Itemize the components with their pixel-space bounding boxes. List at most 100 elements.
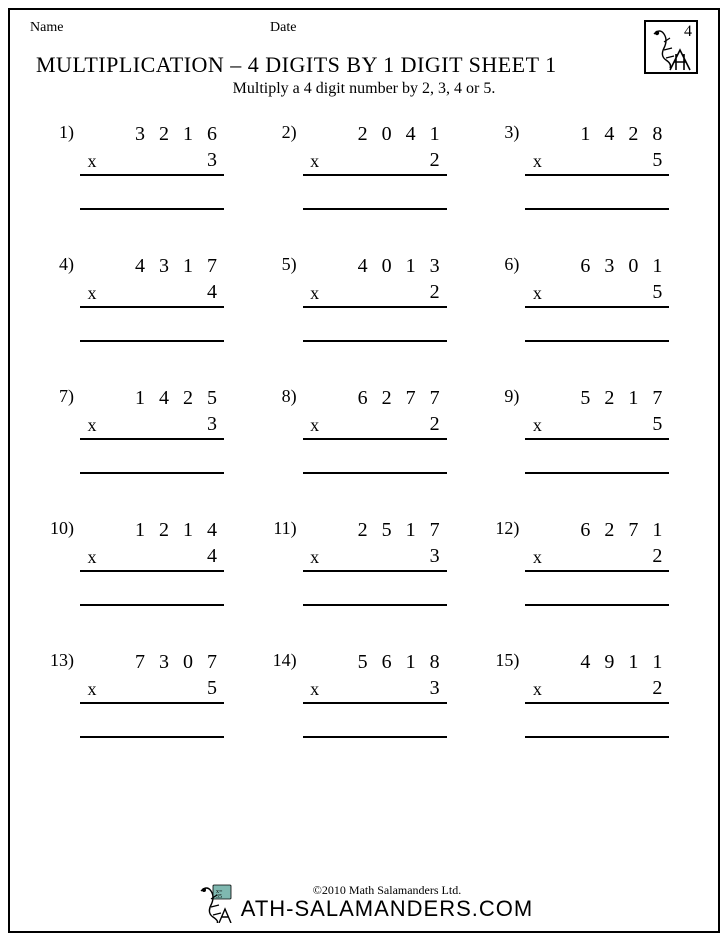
digit: 7 — [200, 255, 224, 278]
digit: 3 — [128, 123, 152, 146]
multiplier-row: x2 — [303, 410, 453, 436]
answer-line — [525, 736, 669, 738]
answer-line — [525, 472, 669, 474]
digit: 3 — [152, 651, 176, 674]
digit: 2 — [152, 519, 176, 542]
problem: 7) 1425x3 — [34, 384, 249, 474]
answer-line — [303, 208, 447, 210]
rule-line — [525, 438, 669, 440]
digit: 3 — [423, 255, 447, 278]
digit: 3 — [152, 255, 176, 278]
answer-line — [80, 472, 224, 474]
multiplier-digit: 3 — [200, 149, 224, 172]
rule-line — [80, 702, 224, 704]
multiplicand-row: 5217 — [525, 384, 675, 410]
problem-number: 11) — [257, 516, 297, 539]
times-operator: x — [303, 679, 327, 700]
digit: 1 — [621, 651, 645, 674]
multiplier-digit: 5 — [645, 281, 669, 304]
multiplicand-row: 4911 — [525, 648, 675, 674]
times-operator: x — [303, 415, 327, 436]
multiplier-row: x3 — [80, 146, 230, 172]
multiplier-row: x3 — [80, 410, 230, 436]
digit: 1 — [645, 255, 669, 278]
multiplicand-row: 4317 — [80, 252, 230, 278]
problem: 14)5618x3 — [257, 648, 472, 738]
digit: 2 — [351, 123, 375, 146]
multiplier-row: x4 — [80, 278, 230, 304]
times-operator: x — [525, 679, 549, 700]
digit: 4 — [573, 651, 597, 674]
digit: 5 — [573, 387, 597, 410]
digit: 1 — [423, 123, 447, 146]
multiplier-row: x3 — [303, 542, 453, 568]
multiplicand-row: 1428 — [525, 120, 675, 146]
multiplier-digit: 4 — [200, 281, 224, 304]
problem-number: 7) — [34, 384, 74, 407]
multiplier-digit: 4 — [200, 545, 224, 568]
times-operator: x — [80, 679, 104, 700]
multiplicand-row: 1214 — [80, 516, 230, 542]
problem-body: 6277x2 — [303, 384, 453, 474]
digit: 0 — [375, 255, 399, 278]
answer-line — [303, 472, 447, 474]
multiplier-row: x5 — [80, 674, 230, 700]
digit: 4 — [152, 387, 176, 410]
answer-line — [80, 340, 224, 342]
digit: 5 — [200, 387, 224, 410]
digit: 8 — [645, 123, 669, 146]
multiplier-digit: 5 — [645, 413, 669, 436]
problem-body: 4911x2 — [525, 648, 675, 738]
problem-body: 5618x3 — [303, 648, 453, 738]
multiplier-row: x5 — [525, 278, 675, 304]
rule-line — [525, 570, 669, 572]
brand-text: ATH-SALAMANDERS.COM — [241, 896, 533, 922]
problem-number: 9) — [479, 384, 519, 407]
problem-body: 1214x4 — [80, 516, 230, 606]
multiplier-row: x3 — [303, 674, 453, 700]
digit: 1 — [645, 519, 669, 542]
multiplicand-row: 6271 — [525, 516, 675, 542]
answer-line — [80, 604, 224, 606]
problem-body: 4013x2 — [303, 252, 453, 342]
multiplicand-row: 2041 — [303, 120, 453, 146]
multiplier-row: x2 — [525, 674, 675, 700]
multiplier-row: x5 — [525, 146, 675, 172]
digit: 4 — [128, 255, 152, 278]
digit: 1 — [176, 255, 200, 278]
problem-number: 5) — [257, 252, 297, 275]
answer-line — [80, 736, 224, 738]
problem: 12)6271x2 — [479, 516, 694, 606]
problem-number: 6) — [479, 252, 519, 275]
answer-line — [303, 340, 447, 342]
times-operator: x — [303, 547, 327, 568]
rule-line — [303, 174, 447, 176]
digit: 4 — [351, 255, 375, 278]
rule-line — [525, 174, 669, 176]
problem: 2)2041x2 — [257, 120, 472, 210]
multiplier-digit: 2 — [423, 281, 447, 304]
digit: 6 — [375, 651, 399, 674]
times-operator: x — [303, 283, 327, 304]
rule-line — [80, 438, 224, 440]
rule-line — [80, 570, 224, 572]
digit: 7 — [621, 519, 645, 542]
rule-line — [303, 306, 447, 308]
problem-number: 2) — [257, 120, 297, 143]
multiplicand-row: 4013 — [303, 252, 453, 278]
problem-body: 1425x3 — [80, 384, 230, 474]
multiplier-row: x5 — [525, 410, 675, 436]
problem: 8)6277x2 — [257, 384, 472, 474]
multiplicand-row: 7307 — [80, 648, 230, 674]
problem: 1)3216x3 — [34, 120, 249, 210]
times-operator: x — [525, 415, 549, 436]
times-operator: x — [525, 283, 549, 304]
digit: 1 — [176, 123, 200, 146]
multiplier-row: x2 — [303, 278, 453, 304]
digit: 9 — [597, 651, 621, 674]
problem-number: 13) — [34, 648, 74, 671]
digit: 1 — [128, 519, 152, 542]
multiplicand-row: 1425 — [80, 384, 230, 410]
problem-body: 7307x5 — [80, 648, 230, 738]
digit: 1 — [645, 651, 669, 674]
